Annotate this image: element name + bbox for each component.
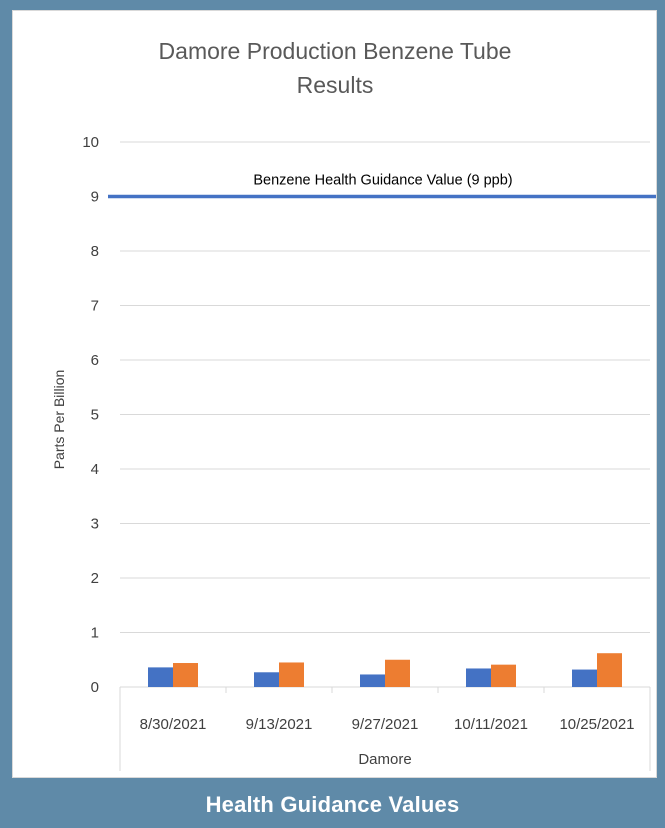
y-tick-label: 10 — [82, 134, 99, 151]
y-tick-label: 2 — [91, 570, 99, 587]
y-tick-label: 1 — [91, 625, 99, 642]
x-tick-label: 8/30/2021 — [140, 716, 207, 733]
chart-card: Damore Production Benzene Tube Results 0 1 2… — [12, 10, 657, 778]
x-tick-label: 10/25/2021 — [559, 716, 634, 733]
bar — [148, 667, 173, 687]
bar — [597, 653, 622, 687]
bar — [385, 659, 410, 687]
y-tick-label: 9 — [91, 189, 99, 206]
bar — [360, 674, 385, 687]
bar — [173, 663, 198, 687]
y-tick-label: 6 — [91, 352, 99, 369]
chart-title-line: Damore Production Benzene Tube — [159, 38, 512, 64]
bar — [491, 664, 516, 687]
guidance-label: Benzene Health Guidance Value (9 ppb) — [253, 173, 512, 189]
footer-title: Health Guidance Values — [205, 792, 460, 817]
y-tick-label: 8 — [91, 243, 99, 260]
y-tick-label: 3 — [91, 516, 99, 533]
x-tick-label: 9/13/2021 — [246, 716, 313, 733]
y-tick-label: 7 — [91, 298, 99, 315]
bar — [466, 668, 491, 687]
bar — [279, 662, 304, 687]
chart-title-line: Results — [297, 72, 374, 98]
x-tick-label: 10/11/2021 — [454, 716, 528, 733]
bar — [254, 672, 279, 687]
y-tick-label: 0 — [91, 679, 99, 696]
x-group-label: Damore — [358, 751, 411, 768]
benzene-chart: Damore Production Benzene Tube Results 0 1 2… — [51, 38, 656, 771]
y-tick-label: 4 — [91, 461, 99, 478]
y-axis-title: Parts Per Billion — [51, 370, 67, 470]
y-tick-label: 5 — [91, 407, 99, 424]
bar — [572, 669, 597, 687]
x-tick-label: 9/27/2021 — [352, 716, 419, 733]
